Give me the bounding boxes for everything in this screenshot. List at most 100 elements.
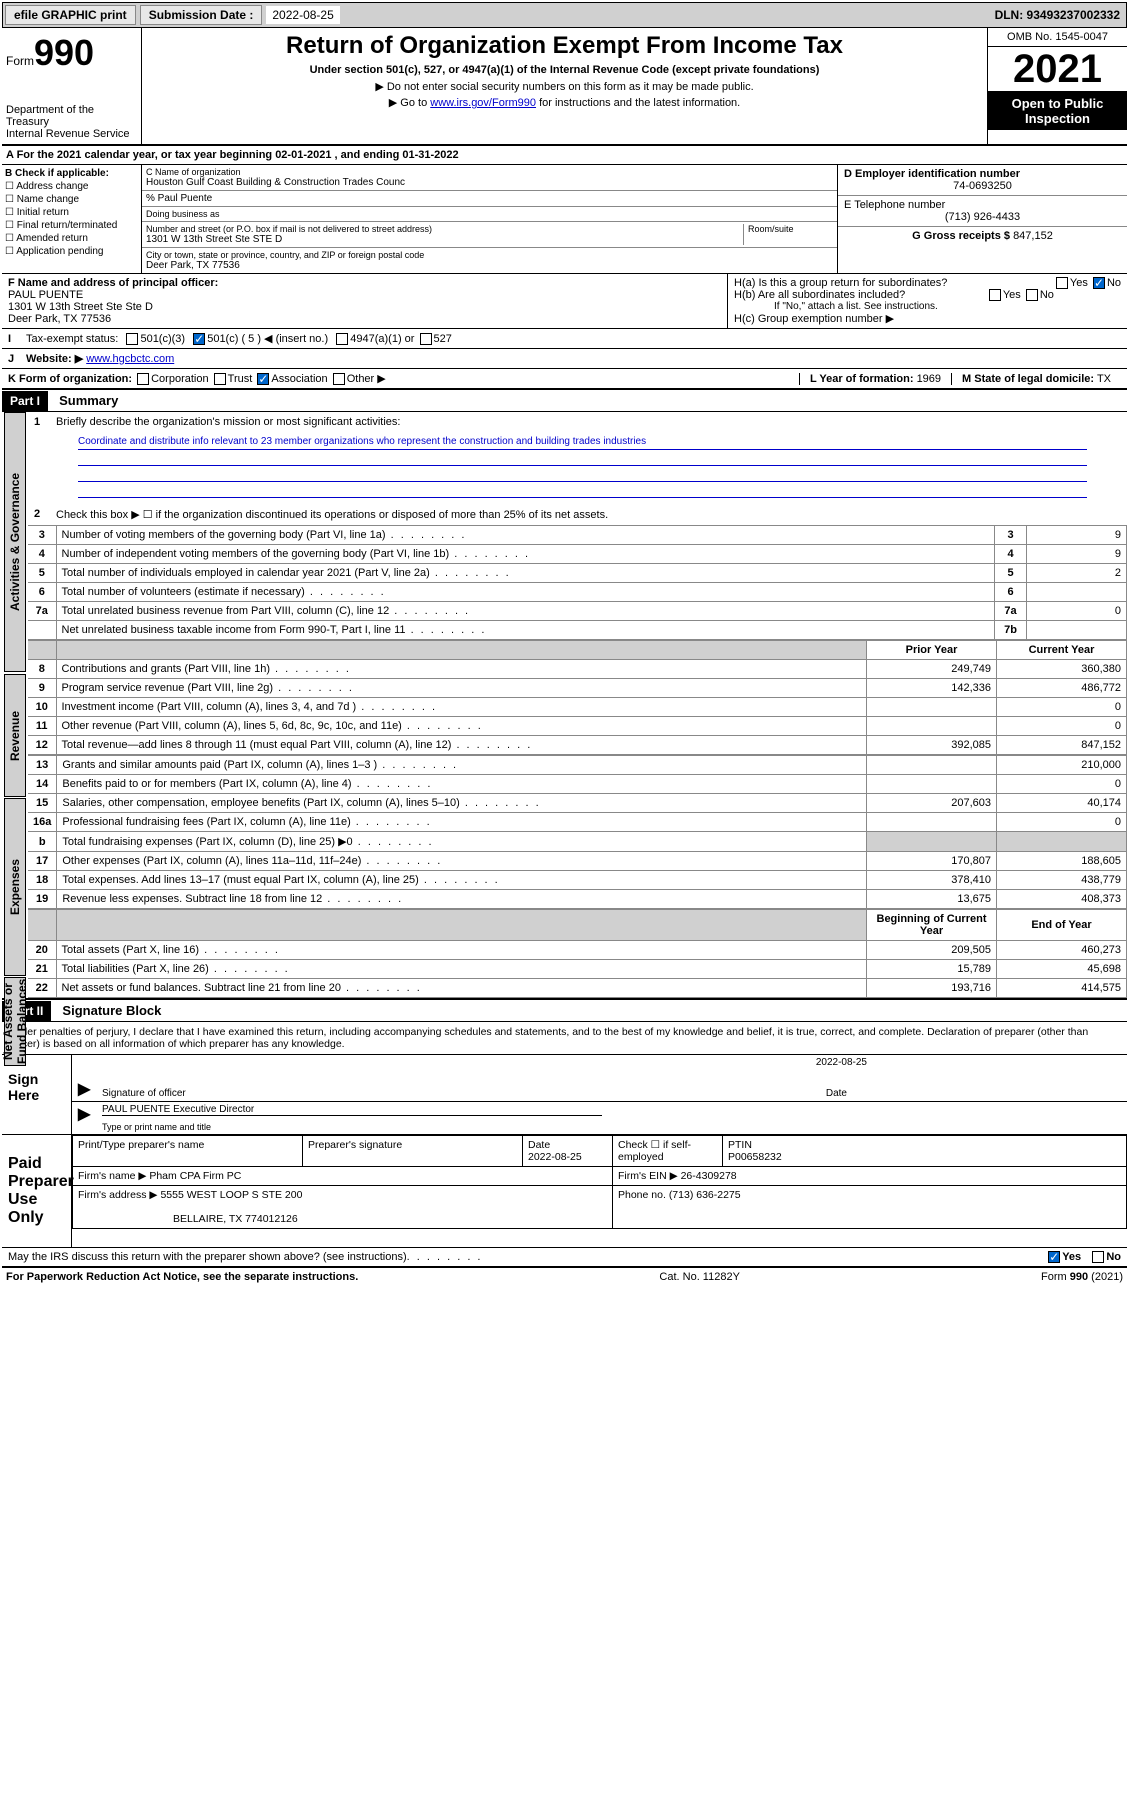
ha-no-checkbox[interactable] bbox=[1093, 277, 1105, 289]
chk-initial-return[interactable]: ☐ Initial return bbox=[5, 207, 138, 218]
line-val: 2 bbox=[1027, 564, 1127, 583]
hb-no-checkbox[interactable] bbox=[1026, 289, 1038, 301]
sig-name-row: ▶ PAUL PUENTE Executive Director Type or… bbox=[72, 1102, 1127, 1134]
form990-link[interactable]: www.irs.gov/Form990 bbox=[430, 97, 536, 109]
line-desc: Other expenses (Part IX, column (A), lin… bbox=[57, 852, 867, 871]
hb-yes-checkbox[interactable] bbox=[989, 289, 1001, 301]
line-desc: Net unrelated business taxable income fr… bbox=[56, 621, 995, 640]
ha-yes-checkbox[interactable] bbox=[1056, 277, 1068, 289]
form-title: Return of Organization Exempt From Incom… bbox=[150, 32, 979, 60]
part1-title: Summary bbox=[51, 390, 126, 411]
line-desc: Contributions and grants (Part VIII, lin… bbox=[56, 660, 867, 679]
phone-label: Phone no. bbox=[618, 1189, 666, 1201]
line-desc: Total number of volunteers (estimate if … bbox=[56, 583, 995, 602]
table-row: 22 Net assets or fund balances. Subtract… bbox=[28, 979, 1127, 998]
i-letter: I bbox=[8, 333, 26, 345]
line-no: 22 bbox=[28, 979, 56, 998]
line-no: 13 bbox=[28, 756, 57, 775]
line-desc: Investment income (Part VIII, column (A)… bbox=[56, 698, 867, 717]
chk-app-pending[interactable]: ☐ Application pending bbox=[5, 246, 138, 257]
phone-value: (713) 636-2275 bbox=[669, 1189, 741, 1201]
line-no: 14 bbox=[28, 775, 57, 794]
chk-name-change[interactable]: ☐ Name change bbox=[5, 194, 138, 205]
col-c-org: C Name of organization Houston Gulf Coas… bbox=[142, 165, 837, 273]
i-4947: 4947(a)(1) or bbox=[350, 333, 414, 345]
f-addr2: Deer Park, TX 77536 bbox=[8, 313, 111, 325]
line-desc: Total number of individuals employed in … bbox=[56, 564, 995, 583]
prior-val: 392,085 bbox=[867, 736, 997, 755]
line-no: 17 bbox=[28, 852, 57, 871]
part2-header-row: Part II Signature Block bbox=[2, 998, 1127, 1022]
i-501c-checkbox[interactable] bbox=[193, 333, 205, 345]
efile-print-button[interactable]: efile GRAPHIC print bbox=[5, 5, 136, 25]
mission-block: Coordinate and distribute info relevant … bbox=[28, 432, 1127, 504]
line-no-r: 6 bbox=[995, 583, 1027, 602]
line-desc: Total assets (Part X, line 16) bbox=[56, 941, 867, 960]
mission-line-3 bbox=[78, 468, 1087, 482]
cat-no: Cat. No. 11282Y bbox=[659, 1271, 740, 1283]
name-title-label: Type or print name and title bbox=[102, 1122, 211, 1132]
line-no: 9 bbox=[28, 679, 56, 698]
no-label: No bbox=[1040, 289, 1054, 301]
prior-val bbox=[867, 698, 997, 717]
curr-val: 0 bbox=[997, 813, 1127, 832]
chk-amended[interactable]: ☐ Amended return bbox=[5, 233, 138, 244]
header-mid: Return of Organization Exempt From Incom… bbox=[142, 28, 987, 144]
m-value: TX bbox=[1097, 373, 1111, 385]
table-row: 6 Total number of volunteers (estimate i… bbox=[28, 583, 1127, 602]
end-val: 460,273 bbox=[997, 941, 1127, 960]
k-other-checkbox[interactable] bbox=[333, 373, 345, 385]
paid-row-1: Print/Type preparer's name Preparer's si… bbox=[73, 1136, 1127, 1167]
vtab-netassets: Net Assets or Fund Balances bbox=[4, 977, 26, 1066]
curr-val: 438,779 bbox=[997, 871, 1127, 890]
table-row: 20 Total assets (Part X, line 16) 209,50… bbox=[28, 941, 1127, 960]
chk-label: Initial return bbox=[17, 207, 69, 218]
line-desc: Other revenue (Part VIII, column (A), li… bbox=[56, 717, 867, 736]
i-4947-checkbox[interactable] bbox=[336, 333, 348, 345]
k-trust-checkbox[interactable] bbox=[214, 373, 226, 385]
col-curr: Current Year bbox=[997, 641, 1127, 660]
table-row: 9 Program service revenue (Part VIII, li… bbox=[28, 679, 1127, 698]
k-corp-checkbox[interactable] bbox=[137, 373, 149, 385]
row-klm: K Form of organization: Corporation Trus… bbox=[2, 369, 1127, 390]
curr-val: 0 bbox=[997, 775, 1127, 794]
col-f: F Name and address of principal officer:… bbox=[2, 274, 727, 328]
website-link[interactable]: www.hgcbctc.com bbox=[86, 353, 174, 365]
table-row: 21 Total liabilities (Part X, line 26) 1… bbox=[28, 960, 1127, 979]
beg-val: 193,716 bbox=[867, 979, 997, 998]
line-desc: Revenue less expenses. Subtract line 18 … bbox=[57, 890, 867, 909]
firm-addr1: 5555 WEST LOOP S STE 200 bbox=[160, 1189, 302, 1201]
line-no: 10 bbox=[28, 698, 56, 717]
line-val bbox=[1027, 583, 1127, 602]
firm-addr-cell: Firm's address ▶ 5555 WEST LOOP S STE 20… bbox=[73, 1186, 613, 1229]
firm-ein-value: 26-4309278 bbox=[681, 1170, 737, 1182]
line-desc: Total revenue—add lines 8 through 11 (mu… bbox=[56, 736, 867, 755]
form-note-2: ▶ Go to www.irs.gov/Form990 for instruct… bbox=[150, 96, 979, 109]
discuss-no-checkbox[interactable] bbox=[1092, 1251, 1104, 1263]
hc-row: H(c) Group exemption number ▶ bbox=[734, 312, 1121, 325]
i-501c3-checkbox[interactable] bbox=[126, 333, 138, 345]
form-subtitle: Under section 501(c), 527, or 4947(a)(1)… bbox=[150, 64, 979, 76]
line-no: 4 bbox=[28, 545, 56, 564]
i-527-checkbox[interactable] bbox=[420, 333, 432, 345]
chk-address-change[interactable]: ☐ Address change bbox=[5, 181, 138, 192]
k-assoc-checkbox[interactable] bbox=[257, 373, 269, 385]
dba-label: Doing business as bbox=[146, 209, 833, 219]
na-table: Beginning of Current Year End of Year20 … bbox=[28, 909, 1127, 998]
firm-ein-label: Firm's EIN ▶ bbox=[618, 1170, 678, 1182]
col-deg: D Employer identification number 74-0693… bbox=[837, 165, 1127, 273]
line-no: 3 bbox=[28, 526, 56, 545]
i-label: Tax-exempt status: bbox=[26, 333, 118, 345]
chk-final-return[interactable]: ☐ Final return/terminated bbox=[5, 220, 138, 231]
sign-fields: 2022-08-25 ▶ Signature of officer Date ▶… bbox=[72, 1055, 1127, 1134]
e-value: (713) 926-4433 bbox=[844, 211, 1121, 223]
date-label: Date bbox=[826, 1088, 847, 1099]
line-no: 11 bbox=[28, 717, 56, 736]
line-no: 18 bbox=[28, 871, 57, 890]
discuss-yes-checkbox[interactable] bbox=[1048, 1251, 1060, 1263]
line-desc: Program service revenue (Part VIII, line… bbox=[56, 679, 867, 698]
table-row: 16a Professional fundraising fees (Part … bbox=[28, 813, 1127, 832]
note2-pre: ▶ Go to bbox=[389, 97, 430, 109]
row-a-tax-year: A For the 2021 calendar year, or tax yea… bbox=[2, 146, 1127, 165]
line-val: 0 bbox=[1027, 602, 1127, 621]
